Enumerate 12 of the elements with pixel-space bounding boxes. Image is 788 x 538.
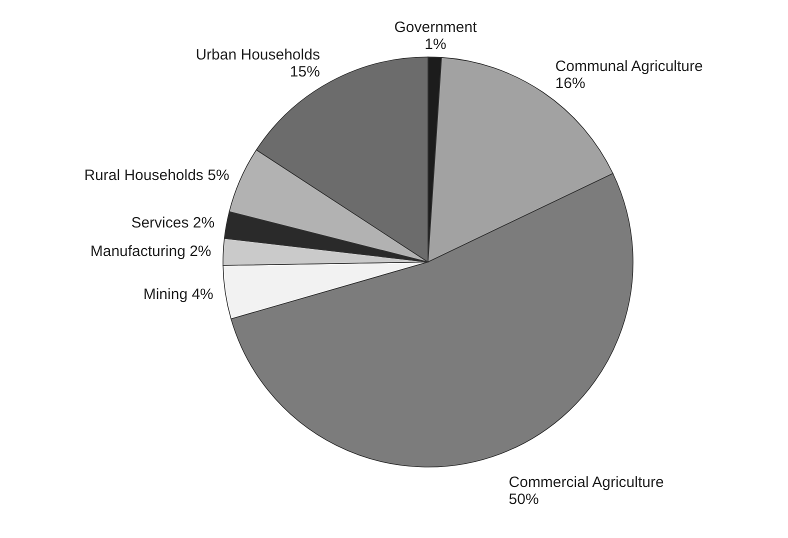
- slice-label: Manufacturing 2%: [90, 243, 212, 260]
- slice-label: Rural Households 5%: [84, 166, 230, 184]
- slice-label: Communal Agriculture: [555, 58, 703, 76]
- data-label: 50%: [508, 491, 539, 508]
- data-label: 1%: [424, 36, 446, 54]
- slice-label: Urban Households: [196, 46, 320, 64]
- slice-label: Services 2%: [131, 214, 215, 232]
- data-label: 16%: [555, 75, 586, 92]
- slice-label: Mining 4%: [143, 286, 214, 304]
- slice-label: Government: [394, 19, 478, 36]
- slice-label: Commercial Agriculture: [508, 474, 664, 492]
- data-label: 15%: [290, 63, 320, 80]
